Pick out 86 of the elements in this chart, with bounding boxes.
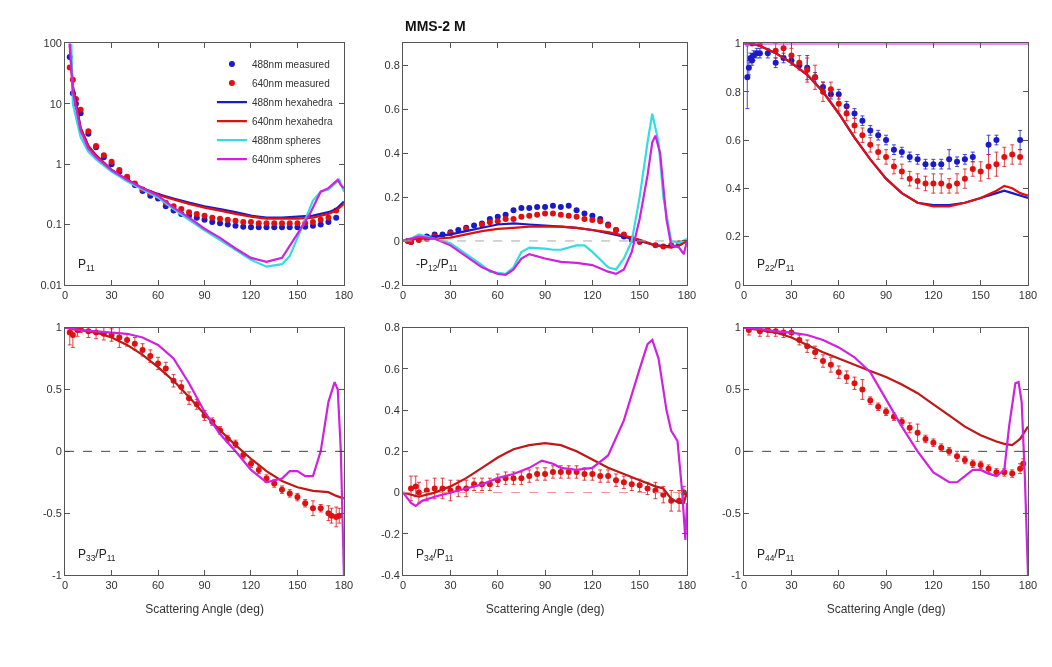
- x-tick-label: 60: [151, 289, 165, 302]
- annotation: P$_{33}$/P$_{11}$: [78, 547, 116, 563]
- x-tick-label: 120: [924, 289, 943, 302]
- legend-label: 640nm spheres: [251, 154, 321, 166]
- x-tick-label: 60: [491, 289, 504, 302]
- y-tick-label: 0: [734, 445, 741, 458]
- x-tick-label: 150: [971, 579, 990, 592]
- y-tick-label: -0.4: [380, 568, 400, 581]
- x-tick-label: 120: [241, 579, 261, 592]
- x-tick-label: 180: [1018, 579, 1038, 592]
- y-tick-label: -0.2: [380, 527, 400, 540]
- x-tick-label: 90: [538, 289, 552, 302]
- x-tick-label: 60: [491, 579, 504, 592]
- y-tick-label: 1: [55, 158, 62, 171]
- x-tick-label: 30: [785, 289, 798, 302]
- annotation: P$_{44}$/P$_{11}$: [757, 547, 795, 563]
- x-tick-label: 180: [677, 289, 697, 302]
- legend-label: 488nm measured: [251, 59, 330, 70]
- x-tick-label: 150: [288, 579, 307, 592]
- legend-label: 488nm spheres: [251, 135, 321, 147]
- y-tick-label: 0.4: [384, 403, 400, 416]
- x-tick-label: 60: [832, 579, 845, 592]
- y-tick-label: 0.5: [725, 383, 741, 396]
- x-tick-label: 120: [241, 289, 261, 302]
- y-tick-label: 0.01: [40, 278, 62, 291]
- y-tick-label: 0.4: [384, 147, 400, 160]
- x-tick-label: 60: [151, 579, 165, 592]
- y-tick-label: 0.2: [384, 190, 400, 203]
- x-axis-title: Scattering Angle (deg): [826, 602, 946, 617]
- y-tick-label: 1: [55, 321, 62, 334]
- y-tick-label: 0.1: [46, 218, 62, 231]
- x-tick-label: 90: [538, 579, 552, 592]
- x-tick-label: 150: [630, 579, 649, 592]
- legend-label: 488nm hexahedra: [251, 97, 333, 109]
- y-tick-label: 10: [49, 97, 62, 110]
- x-tick-label: 30: [105, 289, 118, 302]
- legend-label: 640nm measured: [251, 78, 330, 90]
- x-tick-label: 90: [198, 579, 211, 592]
- y-tick-label: 0.6: [384, 103, 400, 116]
- y-tick-label: 0.2: [725, 230, 741, 243]
- y-tick-label: 1: [734, 321, 741, 334]
- y-tick-label: 0.8: [725, 85, 741, 98]
- x-tick-label: 30: [444, 289, 457, 302]
- x-tick-label: 120: [583, 579, 602, 592]
- x-tick-label: 180: [677, 579, 697, 592]
- x-tick-label: 150: [971, 289, 990, 302]
- x-tick-label: 180: [1018, 289, 1038, 302]
- y-tick-label: 0: [55, 445, 62, 458]
- x-tick-label: 90: [879, 289, 893, 302]
- chart-title: MMS-2 M: [405, 18, 466, 34]
- x-tick-label: 90: [198, 289, 211, 302]
- x-tick-label: 30: [785, 579, 798, 592]
- y-tick-label: -0.5: [42, 507, 62, 520]
- y-tick-label: 0.5: [46, 383, 62, 396]
- x-axis-title: Scattering Angle (deg): [485, 602, 605, 617]
- x-tick-label: 180: [334, 579, 354, 592]
- y-tick-label: 100: [43, 37, 62, 50]
- y-tick-label: -0.2: [380, 278, 400, 291]
- x-tick-label: 90: [879, 579, 893, 592]
- y-tick-label: 0: [734, 278, 741, 291]
- x-tick-label: 60: [832, 289, 845, 302]
- x-tick-label: 120: [924, 579, 943, 592]
- annotation: P$_{11}$: [78, 257, 96, 273]
- x-tick-label: 120: [583, 289, 602, 302]
- y-tick-label: 0.6: [384, 362, 400, 375]
- y-tick-label: 0.6: [725, 133, 741, 146]
- annotation: P$_{34}$/P$_{11}$: [416, 547, 454, 563]
- y-tick-label: -1: [52, 568, 62, 581]
- x-tick-label: 180: [334, 289, 354, 302]
- x-tick-label: 150: [288, 289, 307, 302]
- x-axis-title: Scattering Angle (deg): [145, 602, 264, 617]
- x-tick-label: 150: [630, 289, 649, 302]
- annotation: P$_{22}$/P$_{11}$: [757, 257, 795, 273]
- y-tick-label: 0.8: [384, 59, 400, 72]
- y-tick-label: -1: [731, 568, 741, 581]
- y-tick-label: 0: [393, 486, 400, 499]
- legend-label: 640nm hexahedra: [251, 116, 333, 128]
- x-tick-label: 30: [105, 579, 118, 592]
- y-tick-label: 0.4: [725, 182, 741, 195]
- y-tick-label: 0: [393, 234, 400, 247]
- x-tick-label: 30: [444, 579, 457, 592]
- y-tick-label: 1: [734, 37, 741, 50]
- annotation: -P$_{12}$/P$_{11}$: [416, 257, 458, 273]
- y-tick-label: -0.5: [721, 507, 741, 520]
- y-tick-label: 0.2: [384, 445, 400, 458]
- y-tick-label: 0.8: [384, 321, 400, 334]
